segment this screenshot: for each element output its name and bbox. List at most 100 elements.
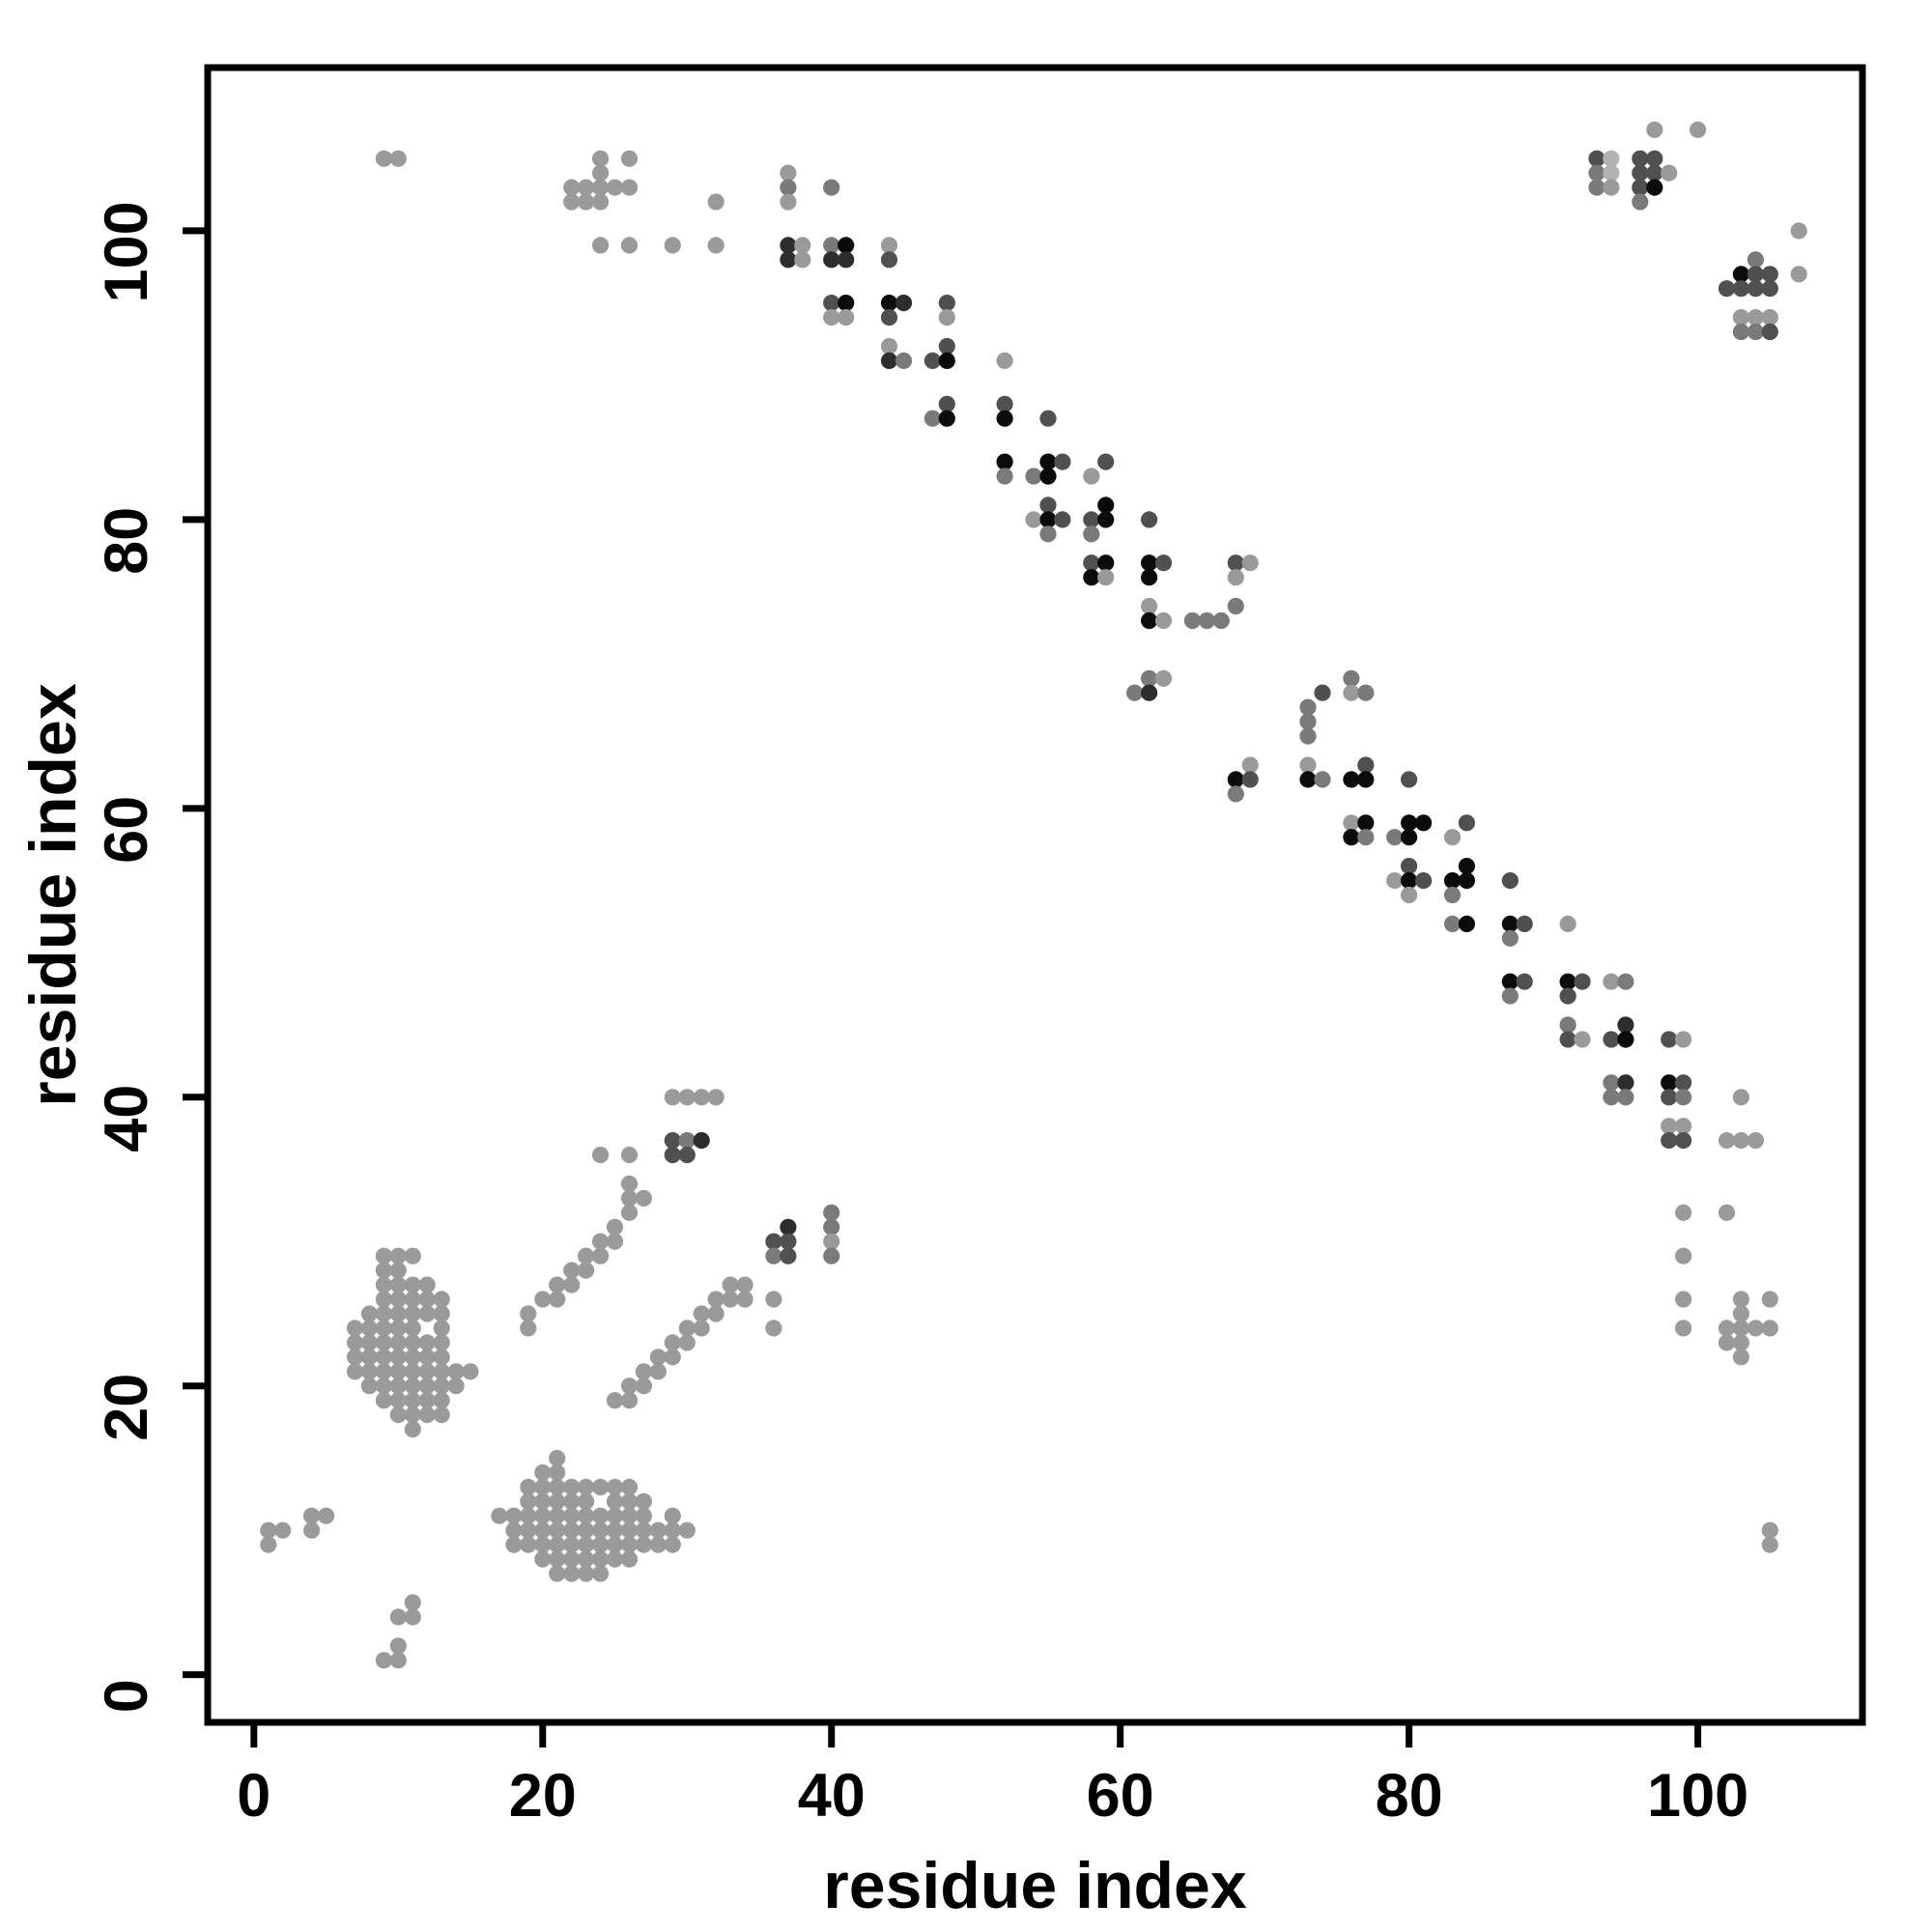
data-point bbox=[823, 1247, 840, 1264]
data-point bbox=[389, 1262, 407, 1279]
data-point bbox=[520, 1478, 537, 1495]
data-point bbox=[1761, 266, 1778, 283]
data-point bbox=[1747, 1320, 1764, 1337]
data-point bbox=[1039, 497, 1057, 514]
data-point bbox=[1588, 164, 1605, 182]
data-point bbox=[996, 410, 1013, 427]
data-point bbox=[1646, 150, 1663, 167]
data-point bbox=[678, 1334, 696, 1351]
data-point bbox=[1761, 1521, 1778, 1539]
data-point bbox=[549, 1291, 566, 1308]
data-point bbox=[1661, 1074, 1678, 1092]
data-point bbox=[1401, 886, 1418, 904]
data-point bbox=[938, 410, 955, 427]
x-tick-label: 0 bbox=[237, 1762, 270, 1830]
data-point bbox=[1141, 611, 1158, 630]
data-point bbox=[1732, 1349, 1749, 1366]
data-point bbox=[1039, 453, 1057, 470]
data-point bbox=[1732, 309, 1749, 327]
data-point bbox=[1501, 872, 1519, 890]
data-point bbox=[1299, 771, 1317, 788]
data-point bbox=[592, 179, 610, 196]
data-point bbox=[1747, 309, 1764, 327]
data-point bbox=[375, 1363, 392, 1380]
data-point bbox=[1154, 554, 1173, 572]
data-point bbox=[360, 1363, 378, 1380]
data-point bbox=[1559, 1016, 1577, 1034]
data-point bbox=[780, 237, 797, 254]
data-point bbox=[1097, 554, 1115, 572]
data-point bbox=[389, 1276, 407, 1293]
data-point bbox=[360, 1378, 378, 1395]
data-point bbox=[1401, 829, 1418, 846]
data-point bbox=[620, 1175, 639, 1193]
data-point bbox=[1501, 987, 1519, 1005]
plot-frame bbox=[204, 64, 1866, 1726]
data-point bbox=[606, 1492, 624, 1510]
data-point bbox=[1386, 872, 1404, 890]
data-point bbox=[620, 1378, 639, 1395]
data-point bbox=[722, 1291, 739, 1308]
data-point bbox=[1761, 1536, 1778, 1553]
data-point bbox=[1401, 872, 1418, 890]
data-point bbox=[578, 1565, 595, 1582]
data-point bbox=[404, 1378, 421, 1395]
data-point bbox=[1141, 669, 1158, 687]
data-point bbox=[1747, 251, 1764, 269]
data-point bbox=[707, 1291, 724, 1308]
data-point bbox=[1227, 785, 1244, 803]
data-point bbox=[260, 1521, 277, 1539]
data-point bbox=[620, 1492, 639, 1510]
data-point bbox=[1227, 597, 1244, 615]
data-point bbox=[1141, 511, 1158, 528]
data-point bbox=[1732, 280, 1749, 298]
data-point bbox=[592, 150, 610, 167]
data-point bbox=[563, 1536, 581, 1553]
data-point bbox=[1603, 1074, 1620, 1092]
data-point bbox=[433, 1305, 450, 1322]
data-point bbox=[1646, 164, 1663, 182]
data-point bbox=[1443, 872, 1462, 890]
data-point bbox=[606, 1550, 624, 1568]
data-point bbox=[1516, 973, 1533, 990]
data-point bbox=[578, 1478, 595, 1495]
data-point bbox=[635, 1536, 653, 1553]
data-point bbox=[404, 1320, 421, 1337]
data-point bbox=[823, 1204, 840, 1221]
data-point bbox=[418, 1349, 436, 1366]
data-point bbox=[520, 1320, 537, 1337]
data-point bbox=[838, 251, 855, 269]
data-point bbox=[1574, 1031, 1591, 1048]
data-point bbox=[360, 1320, 378, 1337]
data-point bbox=[592, 237, 610, 254]
data-point bbox=[1025, 511, 1042, 528]
data-point bbox=[635, 1521, 653, 1539]
data-point bbox=[606, 1392, 624, 1409]
data-point bbox=[447, 1378, 465, 1395]
data-point bbox=[1458, 915, 1475, 933]
data-point bbox=[534, 1463, 552, 1481]
data-point bbox=[1227, 771, 1244, 788]
data-point bbox=[635, 1507, 653, 1524]
data-point bbox=[1732, 1320, 1749, 1337]
data-point bbox=[1646, 179, 1663, 196]
data-point bbox=[563, 1492, 581, 1510]
data-point bbox=[1747, 266, 1764, 283]
data-point bbox=[1732, 1089, 1749, 1106]
data-point bbox=[318, 1507, 335, 1524]
data-point bbox=[1617, 1089, 1634, 1106]
data-point bbox=[592, 1147, 610, 1164]
data-point bbox=[1299, 698, 1317, 716]
data-point bbox=[1458, 858, 1475, 875]
data-point bbox=[389, 1334, 407, 1351]
data-point bbox=[1141, 554, 1158, 572]
data-point bbox=[534, 1291, 552, 1308]
data-point bbox=[592, 193, 610, 211]
data-point bbox=[375, 150, 392, 167]
data-point bbox=[606, 1218, 624, 1236]
data-point bbox=[563, 1276, 581, 1293]
data-point bbox=[649, 1536, 668, 1553]
data-point bbox=[678, 1147, 696, 1164]
data-point bbox=[389, 1247, 407, 1264]
